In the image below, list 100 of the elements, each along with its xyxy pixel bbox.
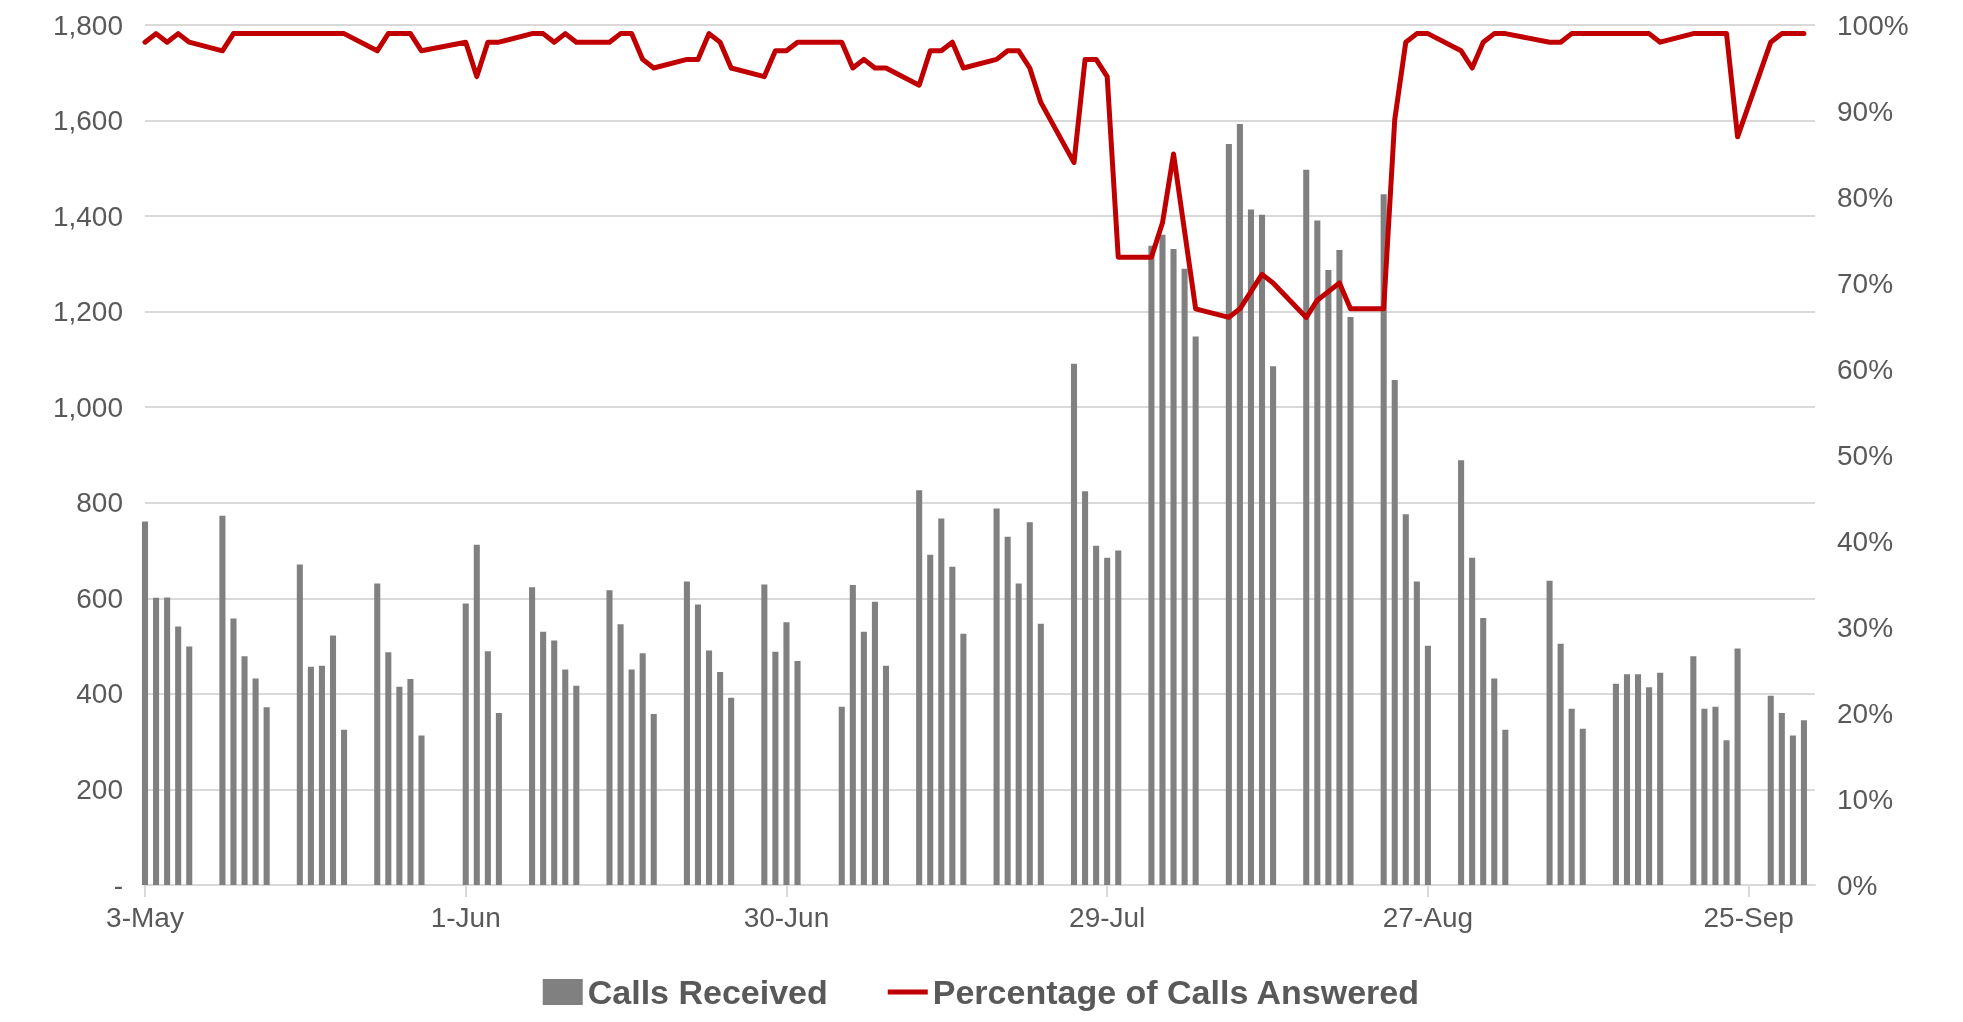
bar — [606, 590, 613, 885]
y2-tick-label: 90% — [1837, 95, 1894, 127]
bar — [1225, 143, 1232, 885]
bar — [1502, 729, 1509, 885]
x-tick-label: 3-May — [106, 901, 184, 933]
bar — [1424, 645, 1431, 885]
bar — [495, 713, 502, 885]
bar — [296, 564, 303, 885]
bar — [838, 706, 845, 885]
bar — [1258, 214, 1266, 885]
y-tick-label: 200 — [76, 773, 123, 805]
bar — [1104, 557, 1111, 885]
y2-tick-label: 80% — [1837, 181, 1894, 213]
bar — [871, 601, 878, 885]
y2-tick-label: 60% — [1837, 353, 1894, 385]
bar — [1026, 522, 1033, 885]
bar — [1115, 550, 1122, 885]
y2-tick-label: 20% — [1837, 697, 1894, 729]
bar — [882, 665, 890, 885]
bar — [1657, 672, 1664, 885]
bar — [1612, 683, 1619, 885]
bar — [1491, 678, 1498, 885]
bar — [1303, 169, 1310, 885]
bar — [186, 646, 193, 885]
bar — [341, 729, 348, 885]
bar — [1391, 379, 1398, 885]
bar — [219, 515, 226, 885]
bar — [473, 544, 480, 885]
bar — [927, 554, 934, 885]
bar — [1380, 194, 1387, 885]
bar — [706, 650, 713, 885]
bar — [141, 521, 149, 885]
bar — [1789, 735, 1796, 885]
bar — [1093, 545, 1100, 885]
bar — [551, 640, 558, 885]
bar — [1723, 740, 1730, 885]
y2-tick-label: 30% — [1837, 611, 1894, 643]
bar — [960, 633, 967, 885]
bar — [418, 735, 425, 885]
bar — [1800, 720, 1807, 885]
x-tick-label: 30-Jun — [743, 901, 830, 933]
bar — [374, 583, 381, 885]
bar — [396, 686, 403, 885]
bar — [1469, 557, 1476, 885]
y2-tick-label: 100% — [1837, 9, 1909, 41]
bar — [1037, 623, 1044, 885]
bar — [717, 671, 724, 885]
bar — [1236, 123, 1243, 885]
bar — [949, 566, 956, 885]
bar — [1192, 336, 1199, 885]
bar — [1701, 708, 1708, 885]
x-tick-label: 25-Sep — [1703, 901, 1794, 933]
y-tick-label: 1,000 — [52, 391, 123, 423]
bar — [1623, 674, 1631, 885]
y2-tick-label: 40% — [1837, 525, 1894, 557]
bar — [1480, 617, 1487, 885]
bar — [1347, 316, 1354, 885]
bar — [263, 707, 270, 885]
bar — [683, 581, 690, 885]
bar — [694, 604, 702, 885]
bar — [318, 665, 325, 885]
y-tick-label: 1,800 — [52, 9, 123, 41]
bar — [562, 669, 569, 885]
x-tick-label: 27-Aug — [1382, 901, 1474, 933]
bar — [728, 697, 735, 885]
bar — [1314, 220, 1321, 885]
bar — [529, 587, 536, 885]
y2-tick-label: 10% — [1837, 783, 1894, 815]
bar — [993, 508, 1000, 885]
bar — [1015, 583, 1022, 885]
bar — [1247, 209, 1254, 885]
bar — [1557, 643, 1564, 885]
bar — [407, 679, 414, 885]
y2-tick-label: 50% — [1837, 439, 1894, 471]
bar — [650, 713, 657, 885]
bar — [1159, 234, 1166, 885]
bar — [761, 584, 768, 885]
bar — [540, 631, 547, 885]
bar — [385, 652, 392, 885]
bar — [1181, 268, 1188, 885]
bar — [1413, 581, 1420, 885]
bar — [849, 584, 856, 885]
y2-tick-label: 70% — [1837, 267, 1894, 299]
y-tick-label: 1,400 — [52, 200, 123, 232]
bar — [628, 669, 635, 885]
bar — [772, 651, 779, 885]
bar — [307, 666, 314, 885]
bar — [573, 685, 580, 885]
bar — [1082, 491, 1089, 885]
bar — [1546, 580, 1553, 885]
bar — [1712, 706, 1719, 885]
y2-tick-label: 0% — [1837, 869, 1878, 901]
bar — [1270, 366, 1277, 885]
bar — [1402, 514, 1409, 885]
bar — [164, 597, 171, 885]
bar — [153, 597, 160, 885]
y-tick-label: 1,600 — [52, 105, 123, 137]
bar — [1170, 249, 1177, 885]
bar — [1635, 674, 1642, 885]
bar — [794, 660, 801, 885]
